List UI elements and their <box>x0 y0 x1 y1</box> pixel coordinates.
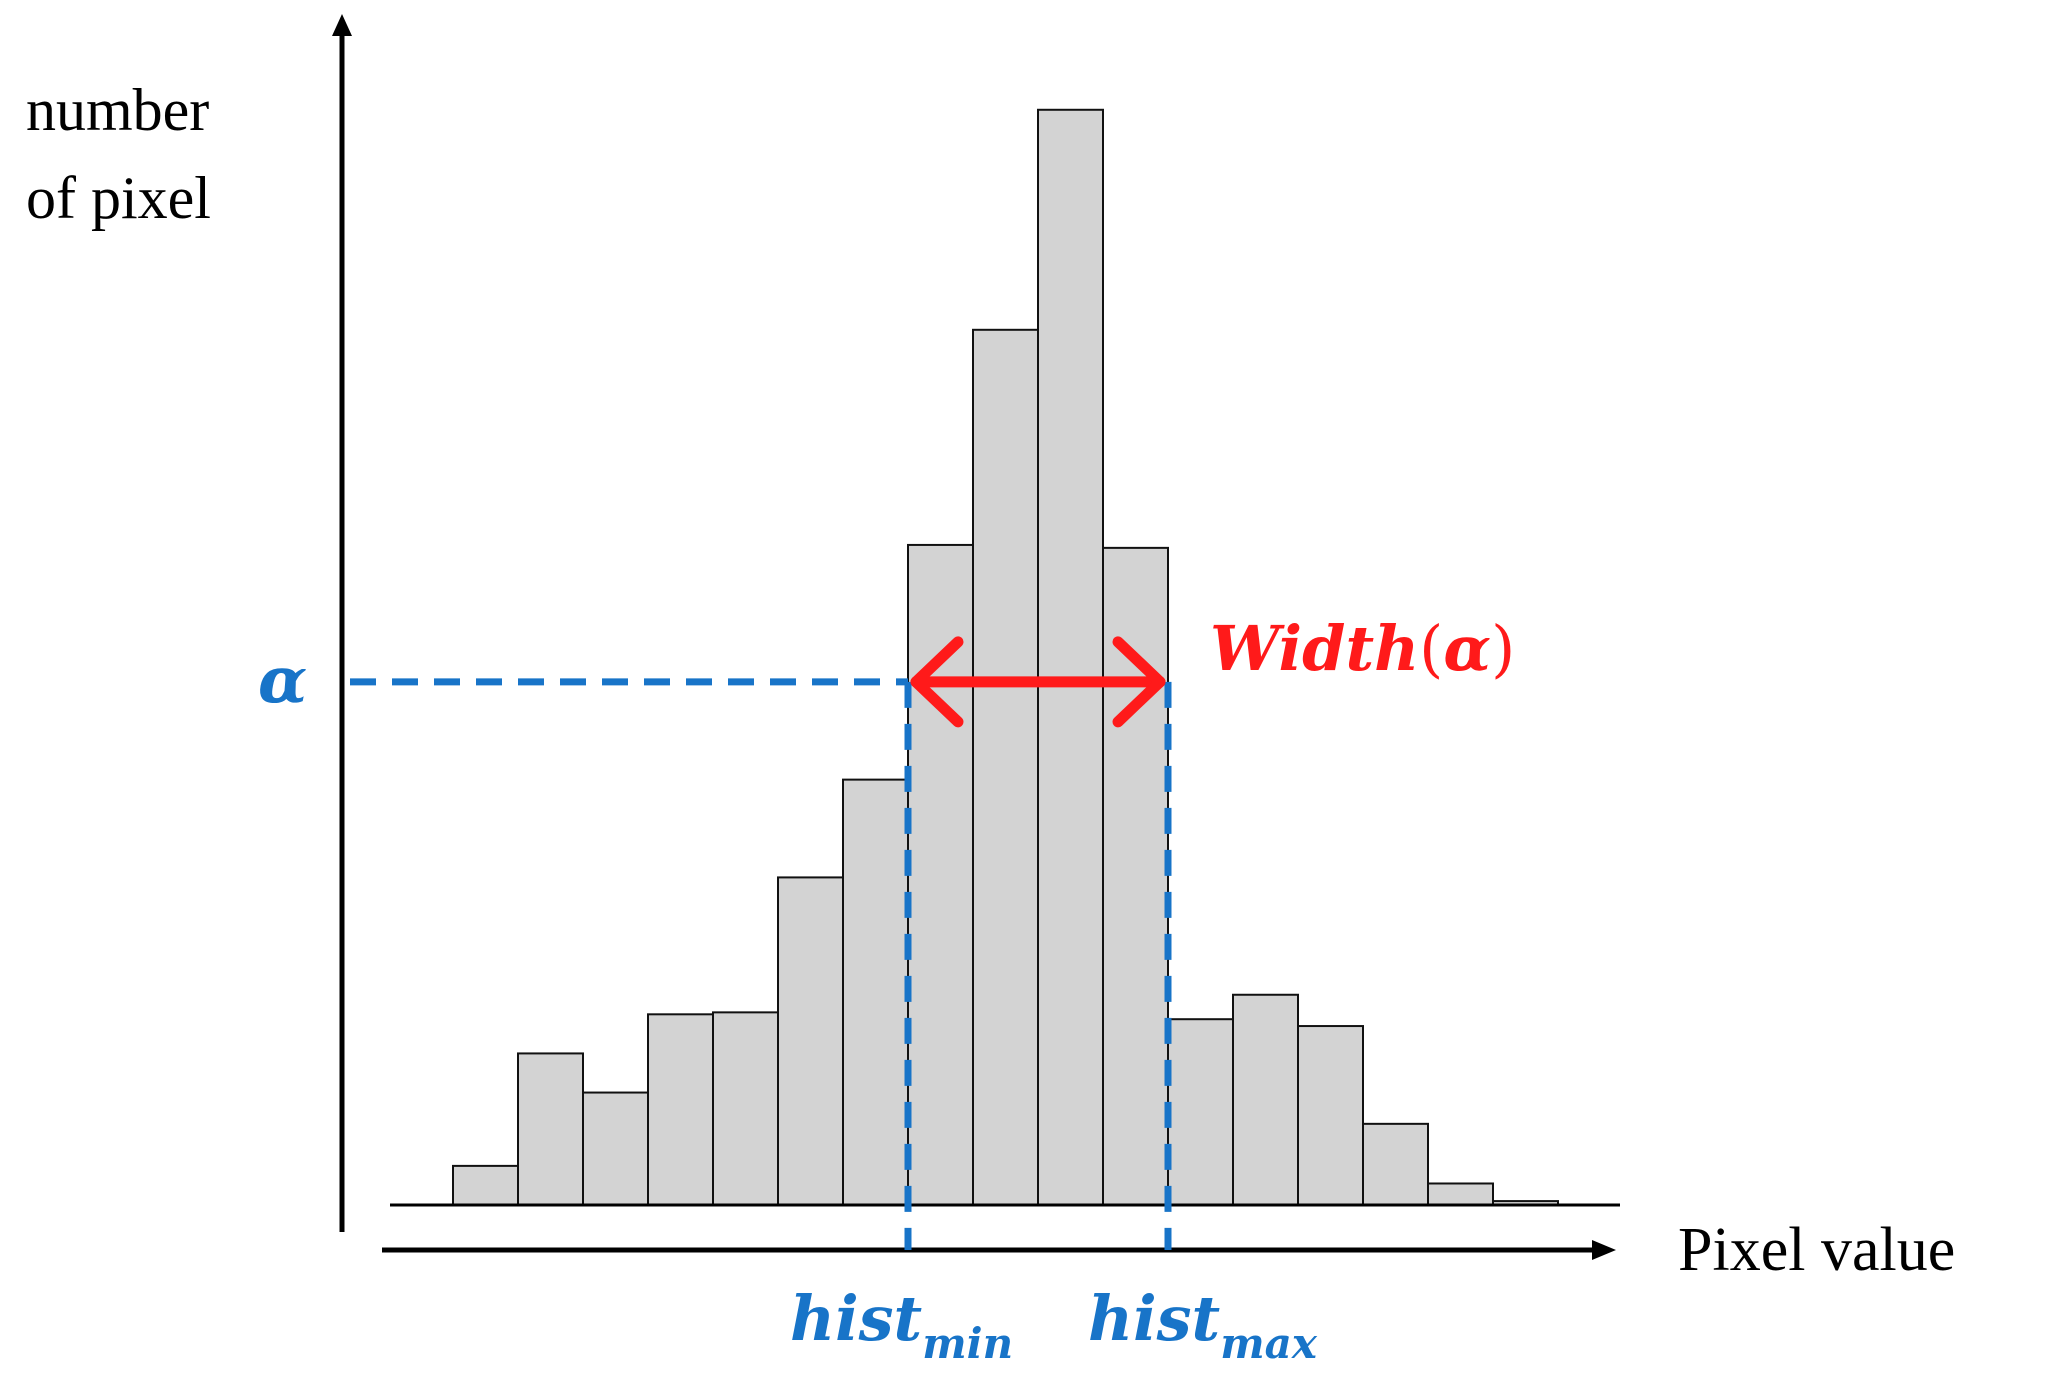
histogram-bar-1 <box>452 1164 519 1207</box>
histogram-bar-9 <box>972 328 1039 1206</box>
histogram-bar-2 <box>517 1052 584 1206</box>
histogram-bars <box>452 108 1559 1207</box>
histogram-bar-8 <box>907 543 974 1206</box>
x-axis-label: Pixel value <box>1678 1216 1955 1284</box>
width-double-arrow <box>910 636 1166 728</box>
hist-max-base: hist <box>1088 1282 1221 1355</box>
histogram-bar-7 <box>842 778 909 1206</box>
histogram-bar-12 <box>1167 1018 1234 1207</box>
y-axis-label-line1: number <box>26 77 209 143</box>
hist-min-base: hist <box>790 1282 923 1355</box>
y-axis-arrowhead <box>332 14 352 36</box>
histogram-bar-13 <box>1232 993 1299 1207</box>
y-axis-label-line2: of pixel <box>26 165 211 231</box>
width-label-paren-open: ( <box>1419 612 1443 685</box>
hist-max-sub: max <box>1220 1319 1318 1368</box>
histogram-bar-14 <box>1297 1025 1364 1207</box>
hist-max-label: histmax <box>1088 1282 1318 1368</box>
hist-min-sub: min <box>922 1319 1013 1368</box>
histogram-bar-15 <box>1362 1122 1429 1207</box>
x-axis-arrowhead <box>1592 1240 1616 1260</box>
histogram-bar-16 <box>1427 1182 1494 1206</box>
alpha-label: α <box>258 643 307 718</box>
width-label-main: Width <box>1210 612 1419 685</box>
histogram-bar-6 <box>777 876 844 1206</box>
histogram-bar-3 <box>582 1091 649 1206</box>
width-label-symbol: α <box>1443 612 1491 685</box>
hist-min-label: histmin <box>790 1282 1013 1368</box>
histogram-bar-4 <box>647 1013 714 1206</box>
histogram-bar-11 <box>1102 546 1169 1206</box>
histogram-bar-5 <box>712 1011 779 1206</box>
histogram-bar-10 <box>1037 108 1104 1206</box>
width-label-paren-close: ) <box>1491 612 1515 685</box>
width-alpha-label: Width(α) <box>1210 612 1515 685</box>
